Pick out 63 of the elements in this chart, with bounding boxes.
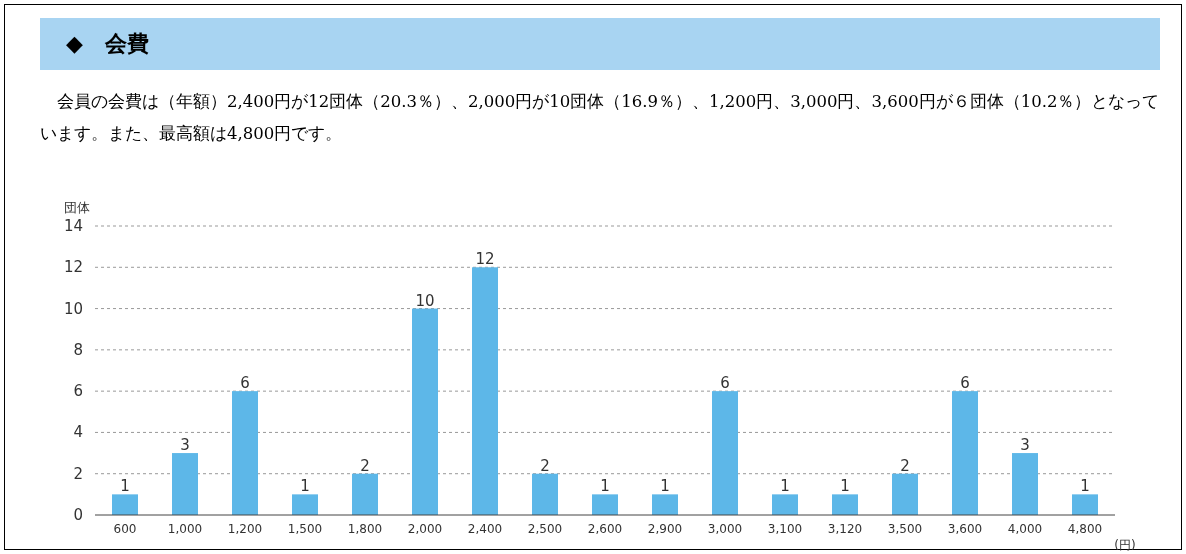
x-tick-label: 2,000 [407, 522, 443, 536]
data-label: 1 [660, 477, 670, 496]
data-label: 1 [300, 477, 310, 496]
y-tick-label: 14 [63, 217, 83, 235]
x-axis-title: (円) [1114, 538, 1136, 552]
data-label: 1 [840, 477, 850, 496]
bar [772, 494, 798, 515]
bar [412, 308, 438, 515]
y-axis-title: 団体 [64, 200, 90, 215]
x-tick-label: 4,000 [1007, 522, 1043, 536]
data-label: 1 [780, 477, 790, 496]
x-tick-label: 3,500 [887, 522, 923, 536]
data-label: 6 [240, 374, 250, 393]
data-label: 6 [960, 374, 970, 393]
x-tick-label: 1,800 [347, 522, 383, 536]
y-tick-label: 4 [73, 423, 83, 442]
bar [472, 267, 498, 515]
bar [532, 473, 558, 515]
data-label: 2 [900, 456, 910, 475]
data-label: 1 [1080, 477, 1090, 496]
x-tick-label: 3,000 [707, 522, 743, 536]
x-tick-label: 3,120 [827, 522, 863, 536]
data-label: 3 [180, 436, 190, 455]
data-label: 2 [360, 456, 370, 475]
x-tick-label: 600 [113, 522, 137, 536]
x-tick-label: 1,200 [227, 522, 263, 536]
x-tick-label: 1,500 [287, 522, 323, 536]
bar [172, 453, 198, 515]
bar [292, 494, 318, 515]
x-tick-label: 4,800 [1067, 522, 1103, 536]
y-tick-label: 0 [73, 506, 83, 524]
data-label: 1 [600, 477, 610, 496]
x-tick-label: 3,600 [947, 522, 983, 536]
bar [1012, 453, 1038, 515]
y-tick-label: 6 [73, 382, 83, 401]
bar [232, 391, 258, 515]
y-tick-label: 12 [63, 258, 83, 277]
bar [952, 391, 978, 515]
x-tick-label: 1,000 [167, 522, 203, 536]
data-label: 2 [540, 456, 550, 475]
bar [352, 473, 378, 515]
bar [592, 494, 618, 515]
y-tick-label: 2 [73, 464, 83, 483]
data-label: 12 [475, 250, 495, 269]
bar [712, 391, 738, 515]
bar [1072, 494, 1098, 515]
x-tick-label: 2,900 [647, 522, 683, 536]
y-tick-label: 8 [73, 340, 83, 359]
x-tick-label: 2,500 [527, 522, 563, 536]
data-label: 6 [720, 374, 730, 393]
chart-subtitle: 会員の会費は（年額）2,400円が12団体（20.3％）、2,000円が10団体（16.9％）、1,200円、3,000円、3,600円が６団体（10.2％）となっています。また、最高額は4,800円です。 [40, 91, 1160, 145]
data-label: 1 [120, 477, 130, 496]
bar [652, 494, 678, 515]
y-tick-label: 10 [63, 299, 83, 318]
bar [832, 494, 858, 515]
bar [892, 473, 918, 515]
data-label: 10 [415, 291, 435, 310]
bar [112, 494, 138, 515]
data-label: 3 [1020, 436, 1030, 455]
x-tick-label: 2,600 [587, 522, 623, 536]
chart-title: ◆ 会費 [40, 18, 1160, 70]
x-tick-label: 3,100 [767, 522, 803, 536]
x-tick-label: 2,400 [467, 522, 503, 536]
